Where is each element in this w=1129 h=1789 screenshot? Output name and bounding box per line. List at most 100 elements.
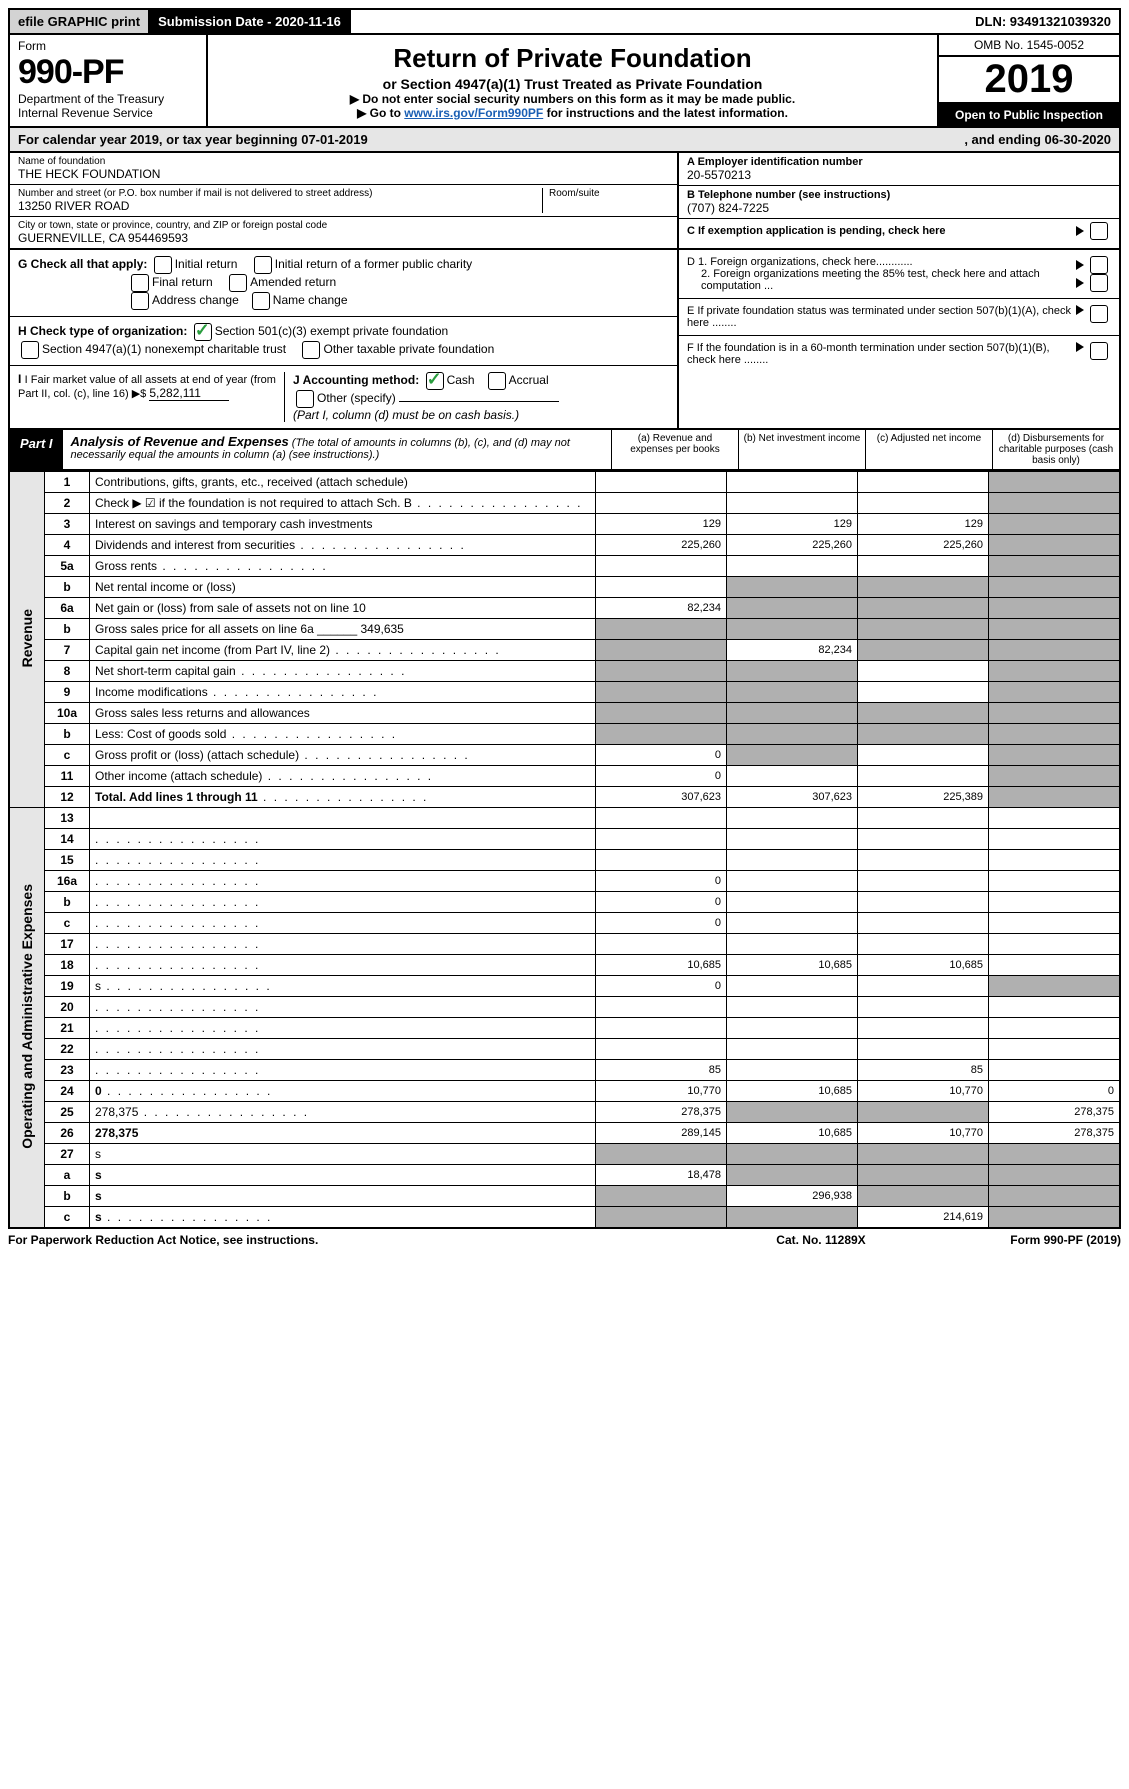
amount-cell xyxy=(596,934,727,955)
j-accrual-checkbox[interactable] xyxy=(488,372,506,390)
amount-cell xyxy=(727,1060,858,1081)
amount-cell xyxy=(727,661,858,682)
d1-checkbox[interactable] xyxy=(1090,256,1108,274)
amount-cell xyxy=(858,640,989,661)
g-initial-former-checkbox[interactable] xyxy=(254,256,272,274)
efile-print-button[interactable]: efile GRAPHIC print xyxy=(10,10,150,33)
amount-cell xyxy=(596,619,727,640)
ein-label: A Employer identification number xyxy=(687,156,863,168)
line-description: Other income (attach schedule) xyxy=(90,766,596,787)
exemption-checkbox[interactable] xyxy=(1090,222,1108,240)
amount-cell: 278,375 xyxy=(989,1102,1121,1123)
top-bar: efile GRAPHIC print Submission Date - 20… xyxy=(8,8,1121,35)
amount-cell: 10,770 xyxy=(858,1081,989,1102)
amount-cell xyxy=(989,1144,1121,1165)
amount-cell xyxy=(596,829,727,850)
h-4947-checkbox[interactable] xyxy=(21,341,39,359)
line-description: 278,375 xyxy=(90,1102,596,1123)
amount-cell: 85 xyxy=(858,1060,989,1081)
part1-header: Part I Analysis of Revenue and Expenses … xyxy=(8,430,1121,471)
amount-cell xyxy=(989,598,1121,619)
line-description: 278,375 xyxy=(90,1123,596,1144)
d2-checkbox[interactable] xyxy=(1090,274,1108,292)
amount-cell xyxy=(858,682,989,703)
amount-cell xyxy=(727,1018,858,1039)
g3-text: Final return xyxy=(152,275,213,289)
line-number: 12 xyxy=(45,787,90,808)
amount-cell xyxy=(858,871,989,892)
amount-cell xyxy=(727,976,858,997)
amount-cell xyxy=(858,745,989,766)
line-number: 17 xyxy=(45,934,90,955)
amount-cell: 0 xyxy=(596,766,727,787)
amount-cell: 82,234 xyxy=(727,640,858,661)
h-501c3-checkbox[interactable] xyxy=(194,323,212,341)
addr-label: Number and street (or P.O. box number if… xyxy=(18,188,542,199)
form-number: 990-PF xyxy=(18,53,198,92)
form-subtitle: or Section 4947(a)(1) Trust Treated as P… xyxy=(220,76,925,92)
irs-link[interactable]: www.irs.gov/Form990PF xyxy=(404,106,543,120)
identification-block: Name of foundation THE HECK FOUNDATION N… xyxy=(8,153,1121,250)
amount-cell: 129 xyxy=(596,514,727,535)
e-row: E If private foundation status was termi… xyxy=(679,299,1119,336)
line-number: 15 xyxy=(45,850,90,871)
line-description: Less: Cost of goods sold xyxy=(90,724,596,745)
note-link-pre: ▶ Go to xyxy=(357,106,404,120)
amount-cell xyxy=(727,577,858,598)
analysis-table: Revenue1Contributions, gifts, grants, et… xyxy=(8,471,1121,1229)
amount-cell xyxy=(727,892,858,913)
amount-cell xyxy=(596,1186,727,1207)
arrow-icon xyxy=(1076,305,1084,315)
amount-cell xyxy=(989,1186,1121,1207)
line-description: Capital gain net income (from Part IV, l… xyxy=(90,640,596,661)
amount-cell xyxy=(989,955,1121,976)
line-number: 16a xyxy=(45,871,90,892)
amount-cell xyxy=(858,1018,989,1039)
form-right-block: OMB No. 1545-0052 2019 Open to Public In… xyxy=(937,35,1119,126)
j-cash-checkbox[interactable] xyxy=(426,372,444,390)
line-number: a xyxy=(45,1165,90,1186)
g-name-checkbox[interactable] xyxy=(252,292,270,310)
amount-cell xyxy=(596,997,727,1018)
line-description: Interest on savings and temporary cash i… xyxy=(90,514,596,535)
line-description: Gross rents xyxy=(90,556,596,577)
g-final-checkbox[interactable] xyxy=(131,274,149,292)
amount-cell: 0 xyxy=(596,745,727,766)
g-amended-checkbox[interactable] xyxy=(229,274,247,292)
form-left-block: Form 990-PF Department of the Treasury I… xyxy=(10,35,208,126)
f-checkbox[interactable] xyxy=(1090,342,1108,360)
amount-cell xyxy=(727,871,858,892)
phone-label: B Telephone number (see instructions) xyxy=(687,189,890,201)
line-description: Check ▶ ☑ if the foundation is not requi… xyxy=(90,493,596,514)
amount-cell xyxy=(596,1207,727,1229)
amount-cell: 225,389 xyxy=(858,787,989,808)
amount-cell: 278,375 xyxy=(989,1123,1121,1144)
phone-cell: B Telephone number (see instructions) (7… xyxy=(679,186,1119,219)
amount-cell xyxy=(989,808,1121,829)
d1-text: D 1. Foreign organizations, check here..… xyxy=(687,256,913,268)
tax-year: 2019 xyxy=(939,57,1119,104)
footer-row: For Paperwork Reduction Act Notice, see … xyxy=(8,1229,1121,1247)
amount-cell xyxy=(858,724,989,745)
j-other-checkbox[interactable] xyxy=(296,390,314,408)
calendar-year-row: For calendar year 2019, or tax year begi… xyxy=(8,128,1121,153)
g-address-checkbox[interactable] xyxy=(131,292,149,310)
line-description xyxy=(90,871,596,892)
j-other-input[interactable] xyxy=(399,401,559,402)
arrow-icon xyxy=(1076,278,1084,288)
line-description: Dividends and interest from securities xyxy=(90,535,596,556)
h-other-checkbox[interactable] xyxy=(302,341,320,359)
e-checkbox[interactable] xyxy=(1090,305,1108,323)
amount-cell: 129 xyxy=(858,514,989,535)
g-initial-checkbox[interactable] xyxy=(154,256,172,274)
f-text: F If the foundation is in a 60-month ter… xyxy=(687,342,1073,366)
amount-cell xyxy=(989,745,1121,766)
col-b-header: (b) Net investment income xyxy=(738,430,865,469)
foundation-name: THE HECK FOUNDATION xyxy=(18,167,669,181)
amount-cell: 214,619 xyxy=(858,1207,989,1229)
f-row: F If the foundation is in a 60-month ter… xyxy=(679,336,1119,372)
line-number: 5a xyxy=(45,556,90,577)
j-label: J Accounting method: xyxy=(293,373,419,387)
line-description xyxy=(90,850,596,871)
amount-cell: 289,145 xyxy=(596,1123,727,1144)
